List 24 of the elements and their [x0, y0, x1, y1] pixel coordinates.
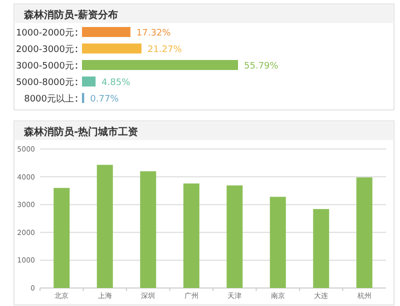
bar [82, 60, 238, 70]
chart-title: 森林消防员-薪资分布 [23, 9, 118, 21]
bar [183, 183, 200, 288]
data-label: 4.85% [102, 78, 131, 88]
bar [270, 196, 286, 288]
bar [82, 76, 96, 86]
chart-title: 森林消防员-热门城市工资 [23, 126, 138, 138]
y-tick-label: 3000-5000元 [16, 60, 74, 72]
data-label: 17.32% [136, 28, 172, 38]
bar [82, 44, 142, 54]
bar [54, 188, 70, 288]
data-label: 0.77% [90, 94, 120, 104]
bar [96, 164, 113, 288]
bar [226, 185, 243, 288]
y-tick-label: 1000-2000元 [16, 28, 74, 38]
data-label: 21.27% [147, 45, 182, 55]
bar [140, 171, 156, 288]
bar [313, 209, 330, 288]
bar [82, 27, 130, 37]
y-tick-label: 5000-8000元 [16, 77, 74, 88]
y-tick-label: 8000元以上 [24, 94, 74, 104]
y-tick-label: 2000-3000元 [16, 44, 74, 55]
data-label: 55.79% [244, 62, 279, 72]
bar [356, 177, 372, 288]
